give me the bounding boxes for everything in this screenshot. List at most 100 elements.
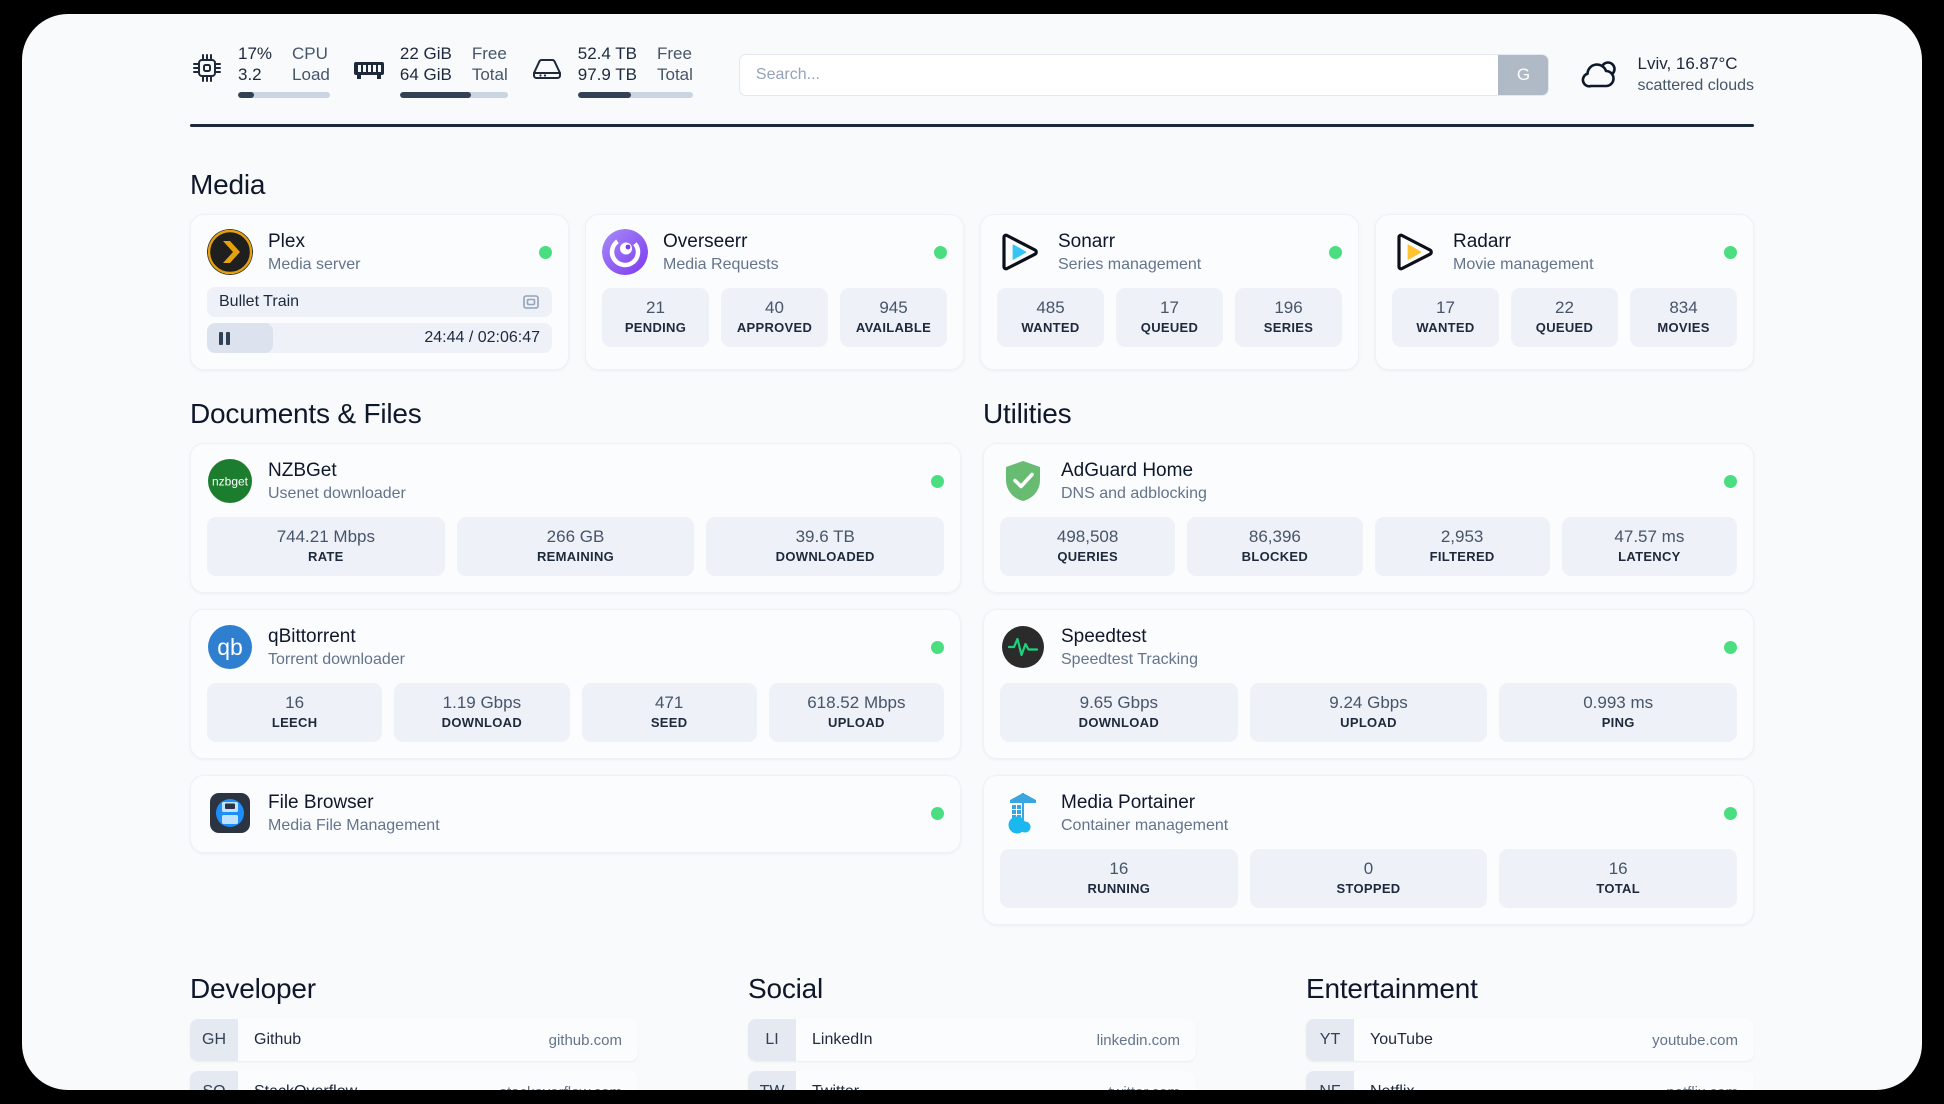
bookmarks-grid: Developer GH Github github.com SOStackOverfl… (190, 973, 1754, 1090)
stat-tile-value: 21 (646, 298, 665, 317)
stat-tile: 47.57 ms LATENCY (1561, 517, 1737, 576)
adguard-icon (1000, 458, 1046, 504)
bookmark-name: StackOverflow (238, 1071, 499, 1090)
stat-tile-label: MOVIES (1657, 320, 1710, 335)
stat-tile-label: QUEUED (1140, 320, 1199, 335)
plex-icon (207, 229, 253, 275)
service-card-adguard-home[interactable]: AdGuard Home DNS and adblocking 498,508 QUE… (983, 443, 1754, 593)
stat-tile: 471 SEED (581, 683, 757, 742)
documents-card-list: nzbget NZBGet Usenet downloader 744.21 Mbps… (190, 443, 961, 853)
stat-tile-label: FILTERED (1429, 549, 1495, 564)
speedtest-icon (1000, 624, 1046, 670)
stat-tile: 196 SERIES (1235, 288, 1342, 347)
bookmark-group-title: Entertainment (1306, 973, 1478, 1004)
status-indicator-online (1724, 640, 1737, 654)
stat-tile-label: RATE (308, 549, 344, 564)
service-card-qbittorrent[interactable]: qb qBittorrent Torrent downloader 16 LEECH 1.… (190, 609, 961, 759)
utilities-card-list: AdGuard Home DNS and adblocking 498,508 QUE… (983, 443, 1754, 925)
stat-progress-bar (399, 91, 508, 98)
stat-label-secondary: Total (471, 64, 508, 84)
search-submit-button[interactable]: G (1498, 55, 1549, 95)
stat-tile-value: 16 (1608, 859, 1628, 878)
stat-tile-value: 834 (1669, 298, 1698, 317)
service-card-overseerr[interactable]: Overseerr Media Requests 21 PENDING 40 APPROV… (585, 214, 964, 370)
bookmark-item[interactable]: YT YouTube youtube.com (1306, 1019, 1754, 1061)
stat-value-secondary: 3.2 (238, 64, 262, 84)
stat-tile-label: PENDING (624, 320, 687, 335)
bookmark-badge: LI (748, 1019, 796, 1061)
service-description: Media File Management (268, 816, 440, 834)
cloud-icon (1579, 55, 1623, 95)
stat-tile-label: QUEUED (1535, 320, 1594, 335)
stat-tile-row: 485 WANTED 17 QUEUED 196 SERIES (997, 288, 1342, 347)
bookmark-item[interactable]: GH Github github.com (190, 1019, 638, 1061)
stat-tile: 16 TOTAL (1499, 849, 1738, 908)
stat-tile: 22 QUEUED (1511, 288, 1618, 347)
stat-tile-row: 21 PENDING 40 APPROVED 945 AVAILABLE (602, 288, 947, 347)
bookmark-name: LinkedIn (812, 1031, 873, 1048)
stat-tile: 945 AVAILABLE (840, 288, 947, 347)
search-bar[interactable]: G (738, 54, 1550, 96)
service-card-header: nzbget NZBGet Usenet downloader (207, 458, 944, 504)
service-card-sonarr[interactable]: Sonarr Series management 485 WANTED 17 QUEUED… (980, 214, 1359, 370)
portainer-icon (1000, 790, 1046, 836)
stat-tile-value: 266 GB (546, 527, 605, 546)
stat-tile-value: 17 (1436, 298, 1455, 317)
stat-progress-bar (577, 91, 693, 98)
stat-tile-value: 47.57 ms (1614, 527, 1685, 546)
service-card-speedtest[interactable]: Speedtest Speedtest Tracking 9.65 Gbps DOWN… (983, 609, 1754, 759)
stat-tile-value: 22 (1555, 298, 1574, 317)
status-indicator-online (1329, 245, 1342, 259)
stat-tile: 0 STOPPED (1249, 849, 1488, 908)
bookmark-badge: YT (1306, 1019, 1354, 1061)
stat-tile-value: 40 (765, 298, 784, 317)
bookmark-item[interactable]: LI LinkedIn linkedin.com (748, 1019, 1196, 1061)
stat-tile-label: DOWNLOAD (1078, 715, 1160, 730)
status-indicator-online (931, 640, 944, 654)
status-indicator-online (934, 245, 947, 259)
stat-tile-value: 0 (1363, 859, 1374, 878)
radarr-icon (1392, 229, 1438, 275)
bookmark-url: twitter.com (1108, 1071, 1196, 1091)
bookmark-name: Twitter (796, 1071, 1108, 1090)
service-description: Media Requests (663, 255, 779, 273)
bookmark-badge: TW (748, 1071, 796, 1090)
service-card-radarr[interactable]: Radarr Movie management 17 WANTED 22 QUEUED 83… (1375, 214, 1754, 370)
cast-icon[interactable] (522, 293, 540, 311)
stat-tile-value: 16 (285, 693, 305, 712)
service-description: DNS and adblocking (1061, 484, 1207, 502)
stat-tile: 266 GB REMAINING (456, 517, 695, 576)
bookmark-url: netflix.com (1666, 1071, 1754, 1091)
service-card-plex[interactable]: Plex Media server Bullet Train 24:44 / 02:0… (190, 214, 569, 370)
pause-icon[interactable] (219, 331, 230, 345)
stat-tile-value: 0.993 ms (1583, 693, 1654, 712)
stat-tile: 498,508 QUERIES (1000, 517, 1176, 576)
stat-value-secondary: 97.9 TB (577, 64, 637, 84)
service-card-header: Media Portainer Container management (1000, 790, 1737, 836)
playback-progress[interactable]: 24:44 / 02:06:47 (207, 323, 552, 353)
bookmark-url: linkedin.com (1096, 1031, 1180, 1049)
service-card-media-portainer[interactable]: Media Portainer Container management 16 RUN… (983, 775, 1754, 925)
bookmark-group-title: Social (748, 973, 824, 1004)
stat-value-secondary: 64 GiB (399, 64, 452, 84)
stat-tile: 17 QUEUED (1116, 288, 1223, 347)
service-card-nzbget[interactable]: nzbget NZBGet Usenet downloader 744.21 Mbps… (190, 443, 961, 593)
stat-tile-value: 9.65 Gbps (1079, 693, 1159, 712)
stat-tile-value: 945 (879, 298, 908, 317)
bookmark-badge: GH (190, 1019, 238, 1061)
status-indicator-online (1724, 245, 1737, 259)
stat-label-primary: Free (657, 43, 692, 63)
service-name: Radarr (1453, 230, 1512, 252)
stat-tile-label: SEED (650, 715, 688, 730)
stat-value-primary: 17% (238, 43, 273, 63)
stat-tile-row: 498,508 QUERIES 86,396 BLOCKED 2,953 FILTERED… (1000, 517, 1737, 576)
service-card-file-browser[interactable]: File Browser Media File Management (190, 775, 961, 853)
search-input[interactable] (739, 55, 1499, 95)
cpu-icon (190, 51, 224, 85)
service-card-header: qb qBittorrent Torrent downloader (207, 624, 944, 670)
bookmark-item[interactable]: NFNetflixnetflix.com (1306, 1071, 1754, 1090)
bookmark-item[interactable]: SOStackOverflowstackoverflow.com (190, 1071, 638, 1090)
bookmark-item[interactable]: TWTwittertwitter.com (748, 1071, 1196, 1090)
service-name: NZBGet (268, 459, 337, 481)
bookmark-list: GH Github github.com SOStackOverflowstackov… (190, 1019, 638, 1090)
